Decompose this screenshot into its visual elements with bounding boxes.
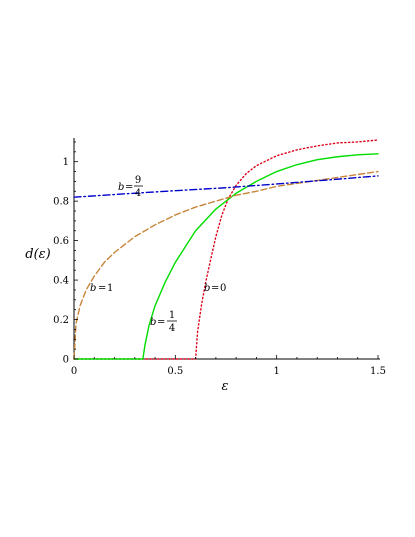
series-line-b-1 (73, 170, 379, 360)
annotation-numerator: 9 (135, 175, 141, 186)
annotation-var: b (118, 182, 124, 193)
y-tick-label: 0 (63, 355, 69, 366)
annotation-b-1: b = 1 (90, 283, 113, 294)
y-tick-label: 0.8 (53, 197, 69, 208)
x-tick-label: 0.5 (167, 366, 183, 377)
series-layer (73, 139, 379, 360)
annotation-eq: = (157, 317, 165, 328)
annotation-var: b (90, 283, 96, 294)
x-tick-label: 1 (273, 366, 279, 377)
y-tick-label: 1 (63, 157, 69, 168)
series-line-b-0 (73, 139, 379, 360)
annotation-denominator: 4 (135, 188, 141, 199)
annotation-eq: = (211, 283, 219, 294)
annotation-value: 1 (107, 283, 113, 294)
annotation-eq: = (98, 283, 106, 294)
y-axis-label: d(ε) (25, 247, 50, 262)
annotation-var: b (150, 317, 156, 328)
annotation-b-1-4: b = 1 4 (150, 310, 177, 334)
y-tick-label: 0.6 (53, 236, 69, 247)
annotation-value: 0 (220, 283, 226, 294)
x-axis-label: ε (222, 379, 229, 394)
x-tick-label: 0 (71, 366, 77, 377)
series-line-b-9-4 (73, 175, 379, 198)
annotation-eq: = (125, 182, 133, 193)
ticks: 0 0.5 1 1.5 0 0.2 0.4 0.6 0.8 1 (53, 141, 386, 377)
y-tick-label: 0.4 (53, 276, 69, 287)
annotation-denominator: 4 (169, 323, 175, 334)
x-tick-label: 1.5 (370, 366, 386, 377)
axes (73, 138, 380, 360)
annotation-b-0: b = 0 (204, 283, 226, 294)
annotation-numerator: 1 (169, 310, 175, 321)
y-tick-label: 0.2 (53, 315, 69, 326)
annotation-var: b (204, 283, 210, 294)
annotation-b-9-4: b = 9 4 (118, 175, 143, 199)
series-line-b-1-4 (73, 153, 379, 360)
